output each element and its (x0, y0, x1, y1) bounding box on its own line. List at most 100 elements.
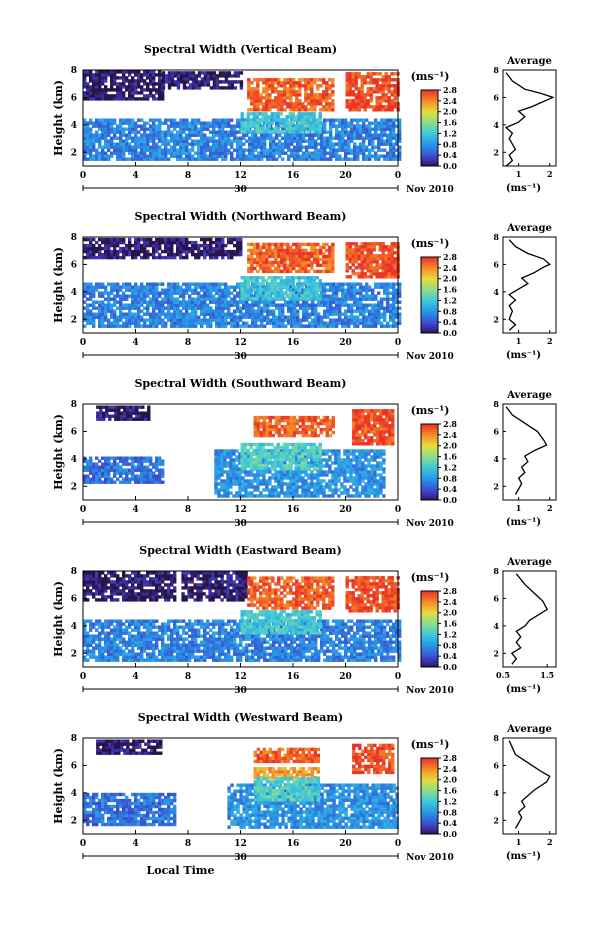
heatmap-cell (131, 312, 135, 316)
heatmap-cell (140, 246, 144, 251)
heatmap-cell (218, 315, 222, 319)
heatmap-cell (335, 309, 339, 313)
heatmap-cell (167, 255, 171, 260)
heatmap-cell (221, 80, 226, 84)
heatmap-cell (298, 245, 302, 250)
heatmap-cell (96, 411, 100, 415)
heatmap-cell (370, 436, 374, 440)
heatmap-cell (345, 93, 349, 97)
heatmap-cell (290, 133, 294, 137)
heatmap-cell (323, 139, 327, 143)
heatmap-cell (387, 75, 391, 79)
heatmap-cell (206, 124, 210, 128)
heatmap-cell (132, 417, 136, 421)
heatmap-cell (302, 133, 306, 137)
heatmap-cell (245, 315, 249, 319)
heatmap-cell (206, 318, 210, 322)
heatmap-cell (287, 148, 291, 152)
heatmap-cell (215, 157, 219, 161)
heatmap-cell (263, 133, 267, 137)
heatmap-cell (317, 142, 321, 146)
heatmap-cell (356, 321, 360, 325)
heatmap-cell (292, 84, 296, 88)
heatmap-cell (278, 145, 282, 149)
heatmap-cell (393, 78, 397, 82)
heatmap-cell (113, 246, 117, 251)
heatmap-cell (390, 90, 394, 94)
heatmap-cell (149, 133, 153, 137)
heatmap-cell (209, 318, 213, 322)
heatmap-cell (259, 251, 263, 256)
heatmap-cell (320, 142, 324, 146)
heatmap-cell (119, 324, 123, 328)
heatmap-cell (218, 240, 222, 245)
heatmap-cell (152, 82, 156, 86)
heatmap-cell (173, 83, 178, 87)
heatmap-cell (257, 324, 261, 328)
heatmap-cell (393, 102, 397, 106)
x-tick-label: 16 (287, 338, 300, 348)
heatmap-cell (259, 245, 263, 250)
heatmap-cell (170, 285, 174, 289)
heatmap-cell (101, 282, 105, 286)
heatmap-cell (182, 306, 186, 310)
heatmap-cell (291, 121, 295, 125)
x-tick-label: 12 (234, 338, 247, 348)
heatmap-cell (113, 249, 117, 254)
heatmap-cell (262, 105, 266, 109)
heatmap-cell (249, 124, 253, 128)
heatmap-cell (113, 73, 117, 77)
heatmap-cell (312, 276, 316, 280)
heatmap-cell (152, 246, 156, 251)
heatmap-cell (345, 105, 349, 109)
heatmap-cell (101, 300, 105, 304)
heatmap-cell (167, 297, 171, 301)
heatmap-cell (152, 154, 156, 158)
heatmap-cell (313, 245, 317, 250)
heatmap-cell (375, 90, 379, 94)
heatmap-cell (215, 142, 219, 146)
heatmap-cell (310, 254, 314, 259)
heatmap-cell (243, 297, 247, 301)
heatmap-cell (289, 424, 293, 429)
heatmap-cell (347, 282, 351, 286)
heatmap-cell (176, 151, 180, 155)
heatmap-cell (116, 306, 120, 310)
heatmap-cell (110, 136, 114, 140)
heatmap-cell (149, 243, 153, 248)
heatmap-cell (179, 303, 183, 307)
heatmap-cell (146, 136, 150, 140)
heatmap-cell (129, 417, 133, 421)
heatmap-cell (374, 118, 378, 122)
heatmap-cell (134, 288, 138, 292)
heatmap-cell (332, 318, 336, 322)
heatmap-cell (387, 251, 391, 255)
heatmap-cell (230, 249, 234, 254)
heatmap-cell (167, 237, 171, 242)
heatmap-cell (329, 154, 333, 158)
heatmap-cell (200, 145, 204, 149)
heatmap-cell (176, 243, 180, 248)
heatmap-cell (149, 154, 153, 158)
heatmap-cell (307, 260, 311, 265)
heatmap-cell (161, 324, 165, 328)
heatmap-cell (227, 136, 231, 140)
heatmap-cell (366, 75, 370, 79)
heatmap-cell (392, 127, 396, 131)
heatmap-cell (104, 121, 108, 125)
heatmap-cell (119, 76, 123, 80)
heatmap-cell (289, 257, 293, 262)
heatmap-cell (268, 245, 272, 250)
heatmap-cell (329, 306, 333, 310)
heatmap-cell (256, 105, 260, 109)
heatmap-cell (351, 75, 355, 79)
heatmap-cell (374, 309, 378, 313)
heatmap-cell (259, 424, 263, 429)
heatmap-cell (377, 121, 381, 125)
heatmap-cell (246, 112, 250, 116)
heatmap-cell (98, 124, 102, 128)
heatmap-cell (308, 324, 312, 328)
heatmap-cell (250, 263, 254, 268)
heatmap-cell (300, 127, 304, 131)
heatmap-cell (373, 412, 377, 416)
